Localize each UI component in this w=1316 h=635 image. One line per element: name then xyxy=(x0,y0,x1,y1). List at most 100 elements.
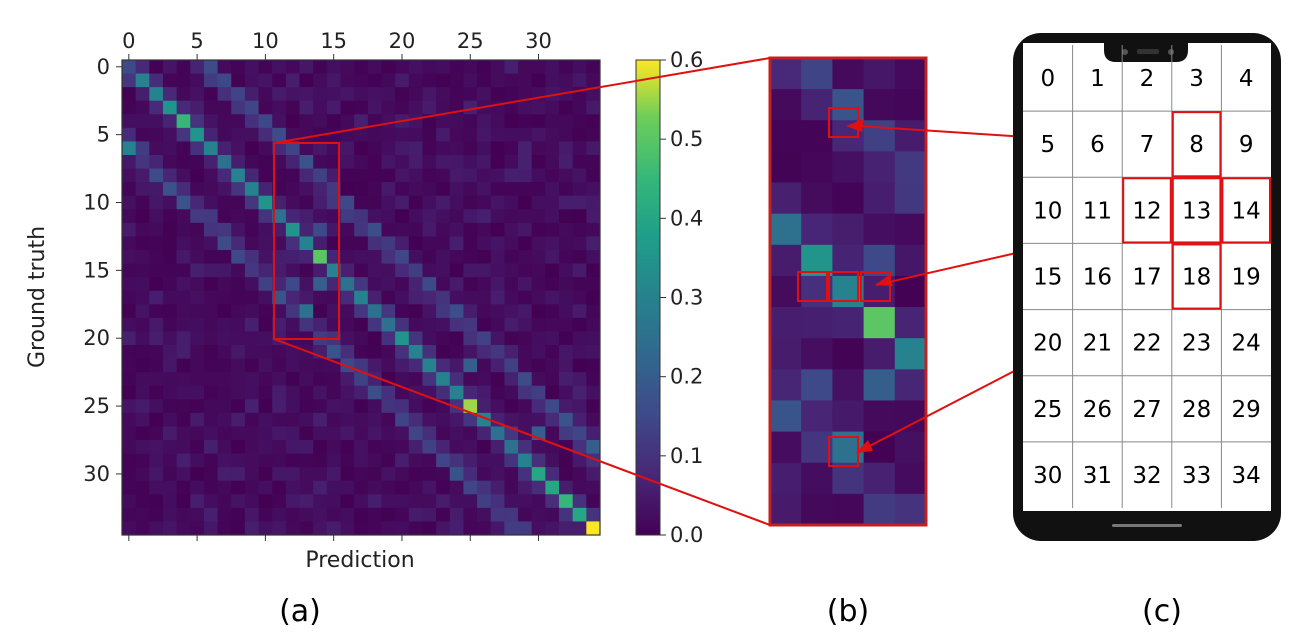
heatmap-cell xyxy=(244,100,259,115)
heatmap-cell xyxy=(203,263,218,278)
heatmap-cell xyxy=(135,317,150,332)
heatmap-cell xyxy=(518,467,533,482)
heatmap-cell xyxy=(449,467,464,482)
heatmap-cell xyxy=(149,358,164,373)
heatmap-cell xyxy=(477,345,492,359)
heatmap-cell xyxy=(449,60,464,74)
heatmap-cell xyxy=(572,277,587,292)
colorbar-tick-label: 0.0 xyxy=(670,523,703,547)
highlighted-cell xyxy=(1171,177,1222,244)
heatmap-cell xyxy=(217,182,232,197)
heatmap-cell xyxy=(490,155,505,169)
heatmap-cell xyxy=(422,345,437,359)
heatmap-cell xyxy=(408,155,423,169)
heatmap-cell xyxy=(340,168,355,183)
heatmap-cell xyxy=(436,277,451,292)
heatmap-cell xyxy=(313,358,328,373)
heatmap-cell xyxy=(559,73,574,88)
zoom-cell xyxy=(801,462,833,495)
heatmap-cell xyxy=(231,507,246,522)
heatmap-cell xyxy=(586,60,601,74)
heatmap-cell xyxy=(190,263,205,278)
heatmap-cell xyxy=(272,236,287,251)
heatmap-cell xyxy=(504,114,519,129)
heatmap-cell xyxy=(381,399,396,414)
heatmap-cell xyxy=(149,521,164,536)
heatmap-cell xyxy=(545,345,560,359)
heatmap-cell xyxy=(162,263,178,278)
grid-cell-label: 29 xyxy=(1232,397,1261,423)
heatmap-cell xyxy=(258,412,273,427)
heatmap-cell xyxy=(122,399,137,414)
heatmap-cell xyxy=(326,87,341,102)
heatmap-cell xyxy=(217,263,232,278)
heatmap-cell xyxy=(176,87,191,102)
heatmap-cell xyxy=(122,494,137,509)
heatmap-cell xyxy=(408,372,423,387)
grid-cell-label: 15 xyxy=(1033,265,1062,291)
heatmap-cell xyxy=(463,87,478,102)
heatmap-cell xyxy=(422,480,437,495)
heatmap-cell xyxy=(299,399,314,414)
heatmap-cell xyxy=(162,480,178,495)
heatmap-cell xyxy=(559,480,574,495)
heatmap-cell xyxy=(408,453,423,468)
heatmap-cell xyxy=(313,114,328,129)
heatmap-cell xyxy=(572,453,587,468)
y-tick-label: 25 xyxy=(83,394,110,418)
heatmap-cell xyxy=(285,507,300,522)
heatmap-cell xyxy=(340,114,355,129)
heatmap-cell xyxy=(176,263,191,278)
heatmap-cell xyxy=(190,155,205,169)
heatmap-cell xyxy=(340,155,355,169)
heatmap-cell xyxy=(244,277,259,292)
heatmap-cell xyxy=(135,222,150,237)
heatmap-cell xyxy=(122,331,137,346)
heatmap-cell xyxy=(217,100,232,115)
zoom-cell xyxy=(894,400,927,432)
heatmap-cell xyxy=(586,412,601,427)
grid-cell-label: 10 xyxy=(1033,198,1062,224)
heatmap-cell xyxy=(299,127,314,142)
heatmap-cell xyxy=(367,182,382,197)
heatmap-cell xyxy=(381,412,396,427)
heatmap-cell xyxy=(367,73,382,88)
heatmap-cell xyxy=(572,372,587,387)
heatmap-cell xyxy=(285,195,300,210)
heatmap-cell xyxy=(340,73,355,88)
strip-box-mid-left xyxy=(797,271,828,302)
caption-b: (b) xyxy=(827,594,869,629)
heatmap-cell xyxy=(545,182,560,197)
heatmap-cell xyxy=(531,521,546,536)
heatmap-cell xyxy=(176,453,191,468)
heatmap-cell xyxy=(477,236,492,251)
heatmap-cell xyxy=(395,480,410,495)
heatmap-cell xyxy=(326,168,341,183)
heatmap-cell xyxy=(518,155,533,169)
heatmap-cell xyxy=(518,372,533,387)
heatmap-cell xyxy=(135,399,150,414)
heatmap-cell xyxy=(162,250,178,264)
heatmap-cell xyxy=(162,358,178,373)
heatmap-cell xyxy=(463,182,478,197)
heatmap-cell xyxy=(258,521,273,536)
heatmap-cell xyxy=(545,426,560,441)
heatmap-cell xyxy=(217,426,232,441)
heatmap-cell xyxy=(176,60,191,74)
heatmap-cell xyxy=(285,440,300,454)
heatmap-cell xyxy=(408,263,423,278)
heatmap-cell xyxy=(285,412,300,427)
heatmap-cell xyxy=(449,236,464,251)
heatmap-cell xyxy=(504,100,519,115)
heatmap-cell xyxy=(422,195,437,210)
heatmap-cell xyxy=(449,385,464,400)
heatmap-cell xyxy=(504,263,519,278)
zoom-cell xyxy=(770,244,802,277)
heatmap-cell xyxy=(176,467,191,482)
heatmap-cell xyxy=(231,385,246,400)
heatmap-cell xyxy=(572,358,587,373)
heatmap-cell xyxy=(531,222,546,237)
heatmap-cell xyxy=(559,182,574,197)
heatmap-cell xyxy=(531,127,546,142)
